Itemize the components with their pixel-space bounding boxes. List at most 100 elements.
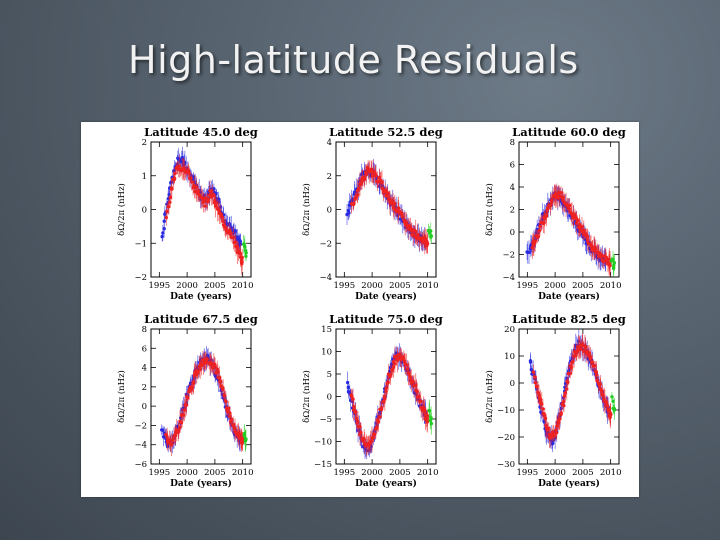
- y-tick-label: −2: [502, 251, 515, 261]
- data-point: [351, 397, 355, 401]
- y-tick-label: 8: [510, 138, 515, 148]
- data-point: [228, 411, 232, 415]
- data-point: [375, 425, 379, 430]
- plot-frame: [150, 328, 252, 465]
- data-point: [217, 208, 221, 213]
- data-point: [565, 387, 569, 391]
- data-point: [547, 426, 551, 431]
- data-point: [181, 413, 186, 417]
- data-point: [213, 204, 218, 208]
- data-point: [425, 241, 429, 245]
- x-tick-label: 2000: [361, 468, 383, 478]
- data-point: [376, 420, 381, 424]
- x-tick-label: 2010: [600, 281, 622, 291]
- data-point: [168, 200, 172, 204]
- data-point: [214, 191, 218, 196]
- data-point: [386, 380, 390, 385]
- data-point: [600, 389, 604, 393]
- data-point: [203, 196, 208, 200]
- data-point: [592, 364, 597, 368]
- chart-panel: Latitude 60.0 deg 1995 2000 2005 2010 −4 −2 0 2 4…: [484, 125, 626, 302]
- data-point: [612, 260, 617, 265]
- y-tick-label: 10: [321, 348, 332, 358]
- x-tick-label: 2005: [389, 281, 411, 291]
- data-point: [417, 394, 421, 399]
- data-point: [566, 380, 570, 384]
- data-point: [231, 236, 236, 240]
- data-point: [568, 371, 572, 376]
- x-tick-label: 1995: [334, 468, 356, 478]
- data-point: [533, 375, 537, 379]
- x-tick-label: 2005: [204, 281, 226, 291]
- y-tick-label: 15: [321, 325, 332, 335]
- chart-title: Latitude 67.5 deg: [144, 312, 258, 326]
- data-point: [427, 409, 432, 413]
- data-point: [594, 246, 598, 251]
- y-tick-label: 4: [142, 364, 147, 374]
- data-point: [184, 403, 189, 407]
- data-point: [600, 393, 605, 398]
- x-tick-label: 2000: [176, 281, 198, 291]
- y-tick-label: −6: [134, 460, 147, 470]
- data-point: [203, 204, 207, 208]
- data-point: [567, 207, 572, 211]
- data-point: [586, 238, 590, 242]
- y-tick-label: 2: [142, 383, 147, 393]
- data-point: [411, 380, 416, 384]
- data-point: [580, 224, 584, 229]
- x-tick-label: 2010: [232, 281, 254, 291]
- data-point: [562, 400, 566, 404]
- data-point: [216, 370, 220, 374]
- y-tick-label: 4: [327, 138, 332, 148]
- data-point: [243, 248, 248, 253]
- data-point: [194, 185, 198, 190]
- data-point: [172, 176, 177, 181]
- y-tick-label: 0: [327, 393, 332, 403]
- data-point: [240, 261, 244, 266]
- figure-panel: Latitude 45.0 deg 1995 2000 2005 2010 −2 −1 0 1 2…: [81, 122, 639, 497]
- y-tick-label: −30: [497, 460, 515, 470]
- data-point: [612, 408, 617, 412]
- x-tick-label: 2005: [572, 468, 594, 478]
- data-point: [555, 424, 559, 428]
- data-point: [546, 206, 550, 211]
- data-point: [557, 420, 561, 424]
- data-point: [415, 390, 419, 394]
- data-point: [240, 438, 244, 443]
- data-point: [347, 211, 351, 215]
- x-axis-label: Date (years): [355, 291, 417, 302]
- y-axis-label: δΩ/2π (nHz): [116, 370, 127, 423]
- data-point: [398, 217, 403, 221]
- data-point: [578, 228, 583, 232]
- y-tick-label: 0: [510, 228, 515, 238]
- plot-frame: [518, 328, 620, 465]
- x-tick-label: 1995: [149, 281, 171, 291]
- x-tick-label: 2010: [417, 468, 439, 478]
- y-tick-label: 6: [142, 344, 147, 354]
- y-axis-label: δΩ/2π (nHz): [484, 370, 495, 423]
- x-tick-label: 2010: [417, 281, 439, 291]
- x-tick-label: 2000: [544, 281, 566, 291]
- y-tick-label: 5: [327, 370, 332, 380]
- data-point: [608, 263, 612, 268]
- y-tick-label: −20: [497, 433, 515, 443]
- data-point: [537, 228, 542, 233]
- data-point: [563, 391, 568, 395]
- data-point: [611, 399, 615, 403]
- data-point: [224, 399, 228, 404]
- data-point: [393, 354, 397, 359]
- data-point: [359, 430, 363, 435]
- data-point: [196, 369, 200, 374]
- data-point: [544, 212, 549, 217]
- data-point: [527, 250, 531, 254]
- y-tick-label: 2: [142, 138, 147, 148]
- data-point: [164, 215, 168, 220]
- data-point: [160, 234, 164, 239]
- data-point: [568, 203, 572, 208]
- y-tick-label: 0: [510, 379, 515, 389]
- data-point: [600, 253, 604, 258]
- y-tick-label: 2: [510, 206, 515, 216]
- data-point: [165, 435, 169, 439]
